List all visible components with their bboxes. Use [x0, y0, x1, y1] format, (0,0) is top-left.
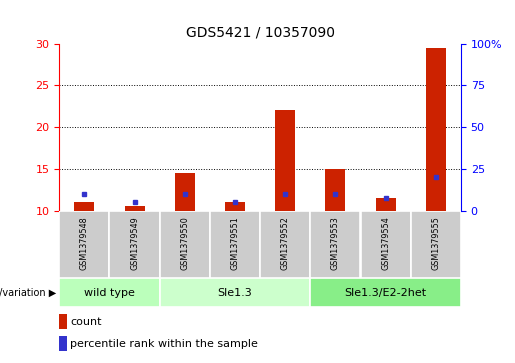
Text: percentile rank within the sample: percentile rank within the sample: [71, 339, 259, 349]
Text: GSM1379550: GSM1379550: [180, 216, 189, 270]
Bar: [360, 211, 410, 278]
Bar: [426, 48, 446, 211]
Bar: [410, 211, 461, 278]
Bar: [375, 198, 396, 211]
Bar: [260, 211, 310, 278]
Bar: [225, 202, 245, 211]
Bar: [160, 211, 210, 278]
Bar: [160, 278, 310, 307]
Text: count: count: [71, 317, 102, 327]
Bar: [125, 206, 145, 211]
Bar: [210, 211, 260, 278]
Bar: [310, 211, 360, 278]
Bar: [175, 173, 195, 211]
Text: GSM1379553: GSM1379553: [331, 216, 340, 270]
Text: Sle1.3: Sle1.3: [218, 287, 252, 298]
Text: Sle1.3/E2-2het: Sle1.3/E2-2het: [345, 287, 426, 298]
Bar: [325, 169, 346, 211]
Title: GDS5421 / 10357090: GDS5421 / 10357090: [185, 26, 335, 40]
Text: genotype/variation ▶: genotype/variation ▶: [0, 287, 57, 298]
Text: GSM1379552: GSM1379552: [281, 216, 289, 270]
Text: GSM1379555: GSM1379555: [432, 216, 440, 270]
Text: wild type: wild type: [84, 287, 135, 298]
Bar: [59, 314, 67, 329]
Text: GSM1379548: GSM1379548: [80, 216, 89, 270]
Bar: [74, 202, 94, 211]
Bar: [275, 110, 295, 211]
Text: GSM1379554: GSM1379554: [381, 216, 390, 270]
Bar: [59, 278, 160, 307]
Bar: [59, 336, 67, 351]
Bar: [310, 278, 461, 307]
Bar: [59, 211, 109, 278]
Text: GSM1379551: GSM1379551: [231, 216, 239, 270]
Text: GSM1379549: GSM1379549: [130, 216, 139, 270]
Bar: [109, 211, 160, 278]
